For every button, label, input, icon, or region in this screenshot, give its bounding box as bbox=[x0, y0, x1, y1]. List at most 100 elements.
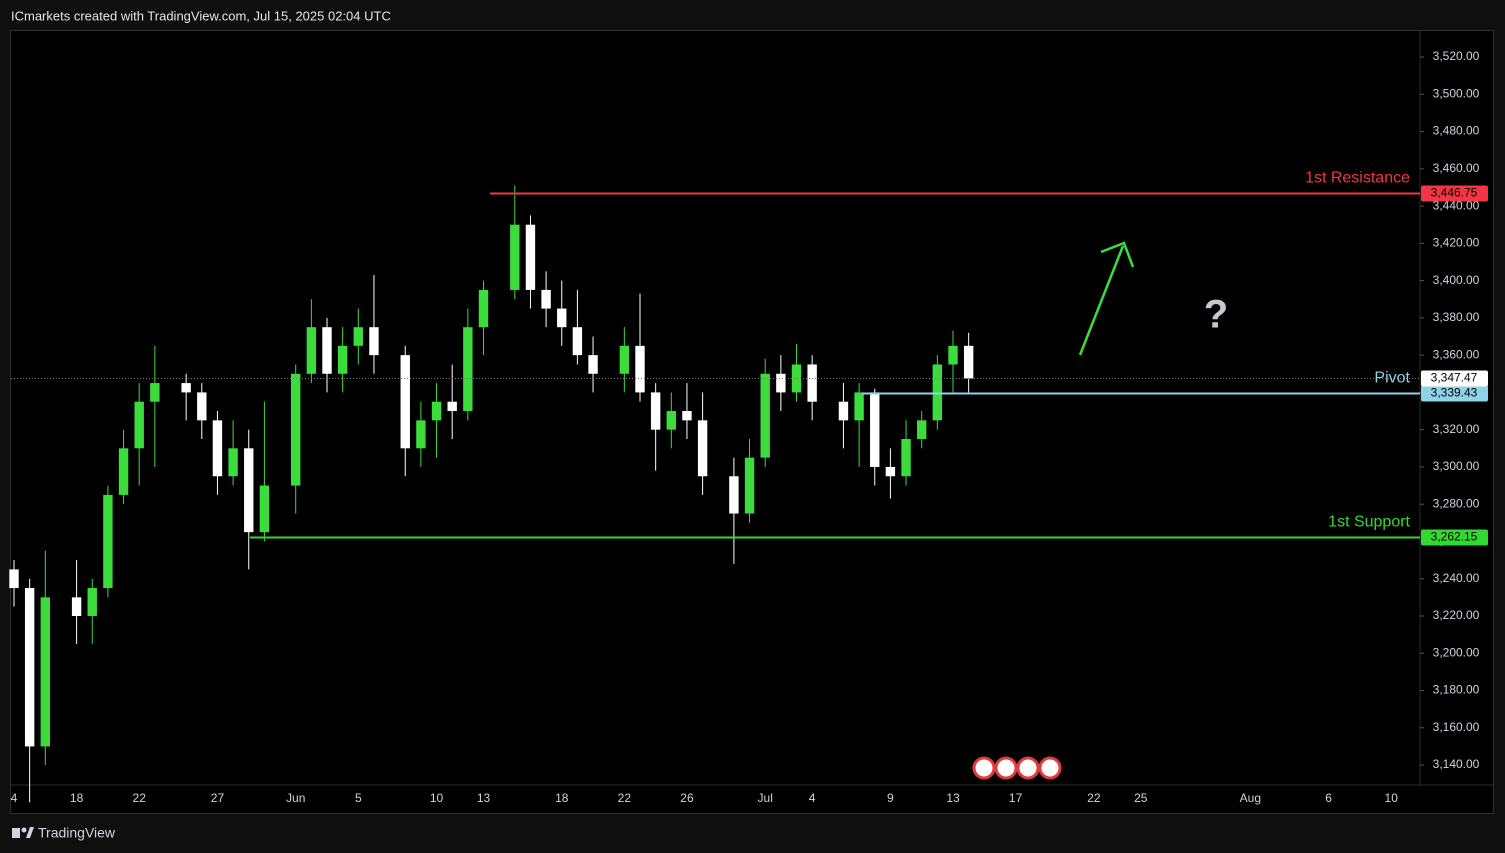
y-tick-label: 3,500.00 bbox=[1433, 86, 1480, 100]
candle-body bbox=[963, 345, 974, 379]
candle-body bbox=[400, 355, 410, 449]
x-tick-label: 4 bbox=[809, 791, 816, 805]
y-tick-label: 3,280.00 bbox=[1433, 496, 1480, 510]
candle-body bbox=[291, 373, 301, 486]
candle-body bbox=[901, 438, 911, 477]
candle-body bbox=[463, 327, 473, 412]
y-tick-label: 3,240.00 bbox=[1433, 571, 1480, 585]
y-tick-label: 3,360.00 bbox=[1433, 347, 1480, 361]
x-tick-label: 6 bbox=[1325, 791, 1332, 805]
candle-body bbox=[353, 327, 363, 346]
candle-body bbox=[416, 420, 426, 449]
y-tick-label: 3,380.00 bbox=[1433, 310, 1480, 324]
x-tick-label: 18 bbox=[555, 791, 569, 805]
candle-body bbox=[729, 476, 739, 514]
candle-body bbox=[71, 597, 82, 617]
y-tick-label: 3,320.00 bbox=[1433, 422, 1480, 436]
y-tick-label: 3,440.00 bbox=[1433, 198, 1480, 212]
level-tag-label: 3,339.43 bbox=[1431, 386, 1478, 400]
x-tick-label: 10 bbox=[1385, 791, 1399, 805]
level-name: 1st Resistance bbox=[1305, 170, 1410, 187]
x-tick-label: 4 bbox=[11, 791, 18, 805]
level-name: Pivot bbox=[1374, 370, 1410, 387]
y-tick-label: 3,300.00 bbox=[1433, 459, 1480, 473]
candle-body bbox=[103, 494, 113, 589]
y-tick-label: 3,480.00 bbox=[1433, 124, 1480, 138]
candle-body bbox=[150, 383, 160, 402]
x-tick-label: 22 bbox=[618, 791, 632, 805]
candle-body bbox=[431, 401, 442, 421]
x-tick-label: 25 bbox=[1134, 791, 1148, 805]
y-tick-label: 3,420.00 bbox=[1433, 236, 1480, 250]
candle-body bbox=[760, 373, 770, 458]
x-tick-label: 10 bbox=[430, 791, 444, 805]
candle-body bbox=[744, 457, 755, 514]
candle-body bbox=[682, 411, 692, 421]
candle-body bbox=[337, 345, 348, 374]
y-tick-label: 3,160.00 bbox=[1433, 720, 1480, 734]
level-name: 1st Support bbox=[1328, 514, 1410, 531]
candle-body bbox=[24, 588, 35, 747]
candle-body bbox=[306, 327, 317, 374]
arrow bbox=[1078, 241, 1135, 356]
candle-body bbox=[776, 373, 786, 393]
level-tag bbox=[1421, 185, 1488, 202]
candle-body bbox=[650, 392, 661, 430]
candle-body bbox=[118, 448, 129, 495]
level-tag bbox=[1421, 529, 1488, 546]
x-tick-label: 18 bbox=[70, 791, 84, 805]
x-tick-label: Jun bbox=[286, 791, 305, 805]
candle-body bbox=[791, 364, 802, 393]
candle-body bbox=[87, 588, 97, 617]
level-tag bbox=[1421, 385, 1488, 402]
y-tick-label: 3,520.00 bbox=[1433, 49, 1480, 63]
logo bbox=[12, 827, 34, 838]
chart-title: ICmarkets created with TradingView.com, … bbox=[11, 8, 391, 23]
level-tag-label: 3,446.75 bbox=[1431, 186, 1478, 200]
x-tick-label: 27 bbox=[211, 791, 225, 805]
candle-body bbox=[228, 448, 238, 477]
candle-body bbox=[838, 401, 849, 421]
chart-panel bbox=[10, 30, 1494, 814]
x-tick-label: 9 bbox=[887, 791, 894, 805]
candle-body bbox=[932, 364, 943, 421]
candle-body bbox=[369, 327, 379, 356]
candle-body bbox=[619, 345, 630, 374]
x-tick-label: 26 bbox=[680, 791, 694, 805]
x-tick-label: 13 bbox=[946, 791, 960, 805]
candle-body bbox=[885, 466, 896, 477]
candle-body bbox=[525, 224, 536, 290]
candle-body bbox=[197, 392, 207, 421]
candle-body bbox=[322, 327, 332, 374]
candle-body bbox=[244, 448, 254, 533]
candle-body bbox=[40, 597, 50, 747]
last-price-tag bbox=[1421, 370, 1488, 387]
candle-body bbox=[478, 289, 489, 328]
candle-body bbox=[854, 392, 864, 421]
x-tick-label: 5 bbox=[355, 791, 362, 805]
x-tick-label: 22 bbox=[133, 791, 147, 805]
x-tick-label: Jul bbox=[758, 791, 773, 805]
candle-body bbox=[870, 392, 880, 467]
watermark: TradingView bbox=[38, 825, 116, 841]
candle-body bbox=[259, 485, 270, 533]
candle-body bbox=[917, 420, 927, 439]
candle-body bbox=[635, 345, 645, 393]
y-tick-label: 3,180.00 bbox=[1433, 683, 1480, 697]
candle-body bbox=[557, 308, 567, 328]
y-tick-label: 3,400.00 bbox=[1433, 273, 1480, 287]
candle-body bbox=[666, 411, 676, 430]
x-tick-label: 17 bbox=[1009, 791, 1023, 805]
candle-body bbox=[447, 401, 457, 412]
candle-body bbox=[807, 364, 817, 402]
candle-body bbox=[948, 345, 958, 365]
y-tick-label: 3,220.00 bbox=[1433, 608, 1480, 622]
candle-body bbox=[212, 420, 223, 477]
y-tick-label: 3,200.00 bbox=[1433, 645, 1480, 659]
event-flags bbox=[972, 756, 1062, 780]
annotation: ? bbox=[1204, 293, 1228, 337]
y-tick-label: 3,460.00 bbox=[1433, 161, 1480, 175]
last-price-label: 3,347.47 bbox=[1431, 371, 1478, 385]
